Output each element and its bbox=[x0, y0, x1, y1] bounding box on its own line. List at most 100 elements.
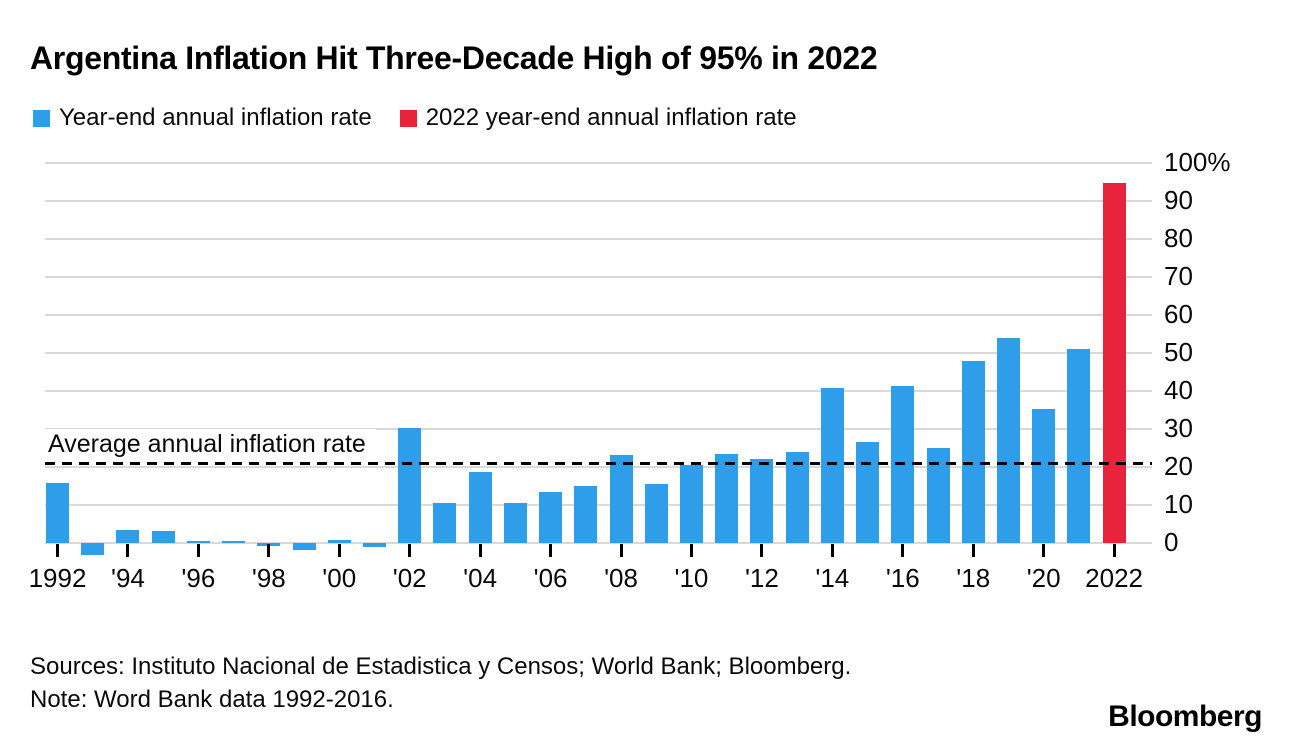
y-axis-label-90: 90 bbox=[1164, 185, 1193, 215]
legend: Year-end annual inflation rate 2022 year… bbox=[33, 104, 797, 132]
legend-item-red: 2022 year-end annual inflation rate bbox=[399, 104, 797, 132]
bar-2017 bbox=[926, 448, 950, 543]
bar-2022 bbox=[1102, 182, 1126, 543]
average-line bbox=[45, 461, 1152, 465]
legend-swatch-red bbox=[399, 109, 417, 127]
bar-2019 bbox=[996, 338, 1020, 543]
x-axis-label-2004: '04 bbox=[463, 563, 498, 593]
bar-2012 bbox=[750, 459, 774, 543]
x-tick-1992 bbox=[56, 544, 59, 557]
bar-1999 bbox=[292, 543, 316, 550]
gridline-80 bbox=[45, 238, 1152, 240]
x-axis-label-2002: '02 bbox=[392, 563, 427, 593]
x-tick-2018 bbox=[971, 544, 975, 557]
gridline-90 bbox=[45, 200, 1152, 202]
gridline-60 bbox=[45, 314, 1152, 316]
x-axis-label-2010: '10 bbox=[674, 563, 709, 593]
bar-2018 bbox=[961, 361, 985, 543]
bar-2010 bbox=[679, 465, 703, 543]
x-tick-2010 bbox=[689, 544, 693, 557]
bar-2002 bbox=[398, 427, 422, 543]
gridline-20 bbox=[45, 466, 1152, 468]
x-axis-label-2020: '20 bbox=[1026, 563, 1061, 593]
x-axis-label-2008: '08 bbox=[604, 563, 638, 593]
x-tick-2022 bbox=[1112, 544, 1116, 557]
x-axis-label-2000: '00 bbox=[322, 563, 357, 593]
bar-2014 bbox=[820, 388, 844, 543]
x-axis-label-2022: 2022 bbox=[1085, 563, 1144, 593]
x-axis-label-2016: '16 bbox=[885, 563, 920, 593]
gridline-70 bbox=[45, 276, 1152, 278]
gridline-50 bbox=[45, 352, 1152, 354]
average-annotation-label: Average annual inflation rate bbox=[45, 429, 376, 462]
x-tick-2002 bbox=[408, 544, 412, 557]
x-tick-2014 bbox=[830, 544, 834, 557]
x-axis-label-1998: '98 bbox=[251, 563, 286, 593]
bar-2015 bbox=[856, 442, 880, 543]
x-axis-label-2014: '14 bbox=[815, 563, 850, 593]
bar-2011 bbox=[715, 453, 739, 543]
y-axis-label-70: 70 bbox=[1164, 261, 1193, 291]
bar-2013 bbox=[785, 451, 809, 543]
x-axis-label-1992: 1992 bbox=[28, 563, 87, 593]
x-axis-label-2012: '12 bbox=[744, 563, 779, 593]
legend-label: 2022 year-end annual inflation rate bbox=[425, 104, 797, 131]
y-axis-label-80: 80 bbox=[1164, 223, 1193, 253]
x-axis-label-2006: '06 bbox=[533, 563, 568, 593]
y-axis-label-60: 60 bbox=[1164, 299, 1193, 329]
y-axis-label-40: 40 bbox=[1164, 375, 1193, 405]
bar-2005 bbox=[503, 503, 527, 543]
x-tick-2008 bbox=[619, 544, 623, 557]
gridline-10 bbox=[45, 504, 1152, 506]
bar-2016 bbox=[891, 386, 915, 543]
y-axis-label-30: 30 bbox=[1164, 413, 1193, 443]
bloomberg-logo: Bloomberg bbox=[1108, 700, 1262, 733]
x-tick-1996 bbox=[196, 544, 200, 557]
bar-2021 bbox=[1067, 348, 1091, 543]
bar-2020 bbox=[1032, 408, 1056, 543]
note-line: Note: Word Bank data 1992-2016. bbox=[30, 686, 394, 713]
bar-2007 bbox=[574, 486, 598, 543]
y-axis-label-100: 100% bbox=[1164, 147, 1231, 177]
x-tick-2006 bbox=[549, 544, 553, 557]
bar-1995 bbox=[151, 530, 175, 543]
x-axis-label-1994: '94 bbox=[110, 563, 145, 593]
y-axis-label-50: 50 bbox=[1164, 337, 1193, 367]
gridline-30 bbox=[45, 428, 1152, 430]
page-title: Argentina Inflation Hit Three-Decade Hig… bbox=[30, 40, 878, 76]
x-tick-2016 bbox=[901, 544, 905, 557]
bar-1994 bbox=[116, 530, 140, 543]
x-axis-label-1996: '96 bbox=[181, 563, 216, 593]
gridline-0 bbox=[45, 542, 1152, 544]
bar-2008 bbox=[609, 454, 633, 543]
x-tick-2012 bbox=[760, 544, 764, 557]
x-tick-2000 bbox=[337, 544, 341, 557]
bar-1997 bbox=[222, 541, 246, 543]
y-axis-label-20: 20 bbox=[1164, 451, 1193, 481]
bar-2009 bbox=[644, 484, 668, 543]
bar-2004 bbox=[468, 472, 492, 543]
bar-2000 bbox=[327, 539, 351, 543]
sources-line: Sources: Instituto Nacional de Estadisti… bbox=[30, 653, 852, 680]
legend-item-blue: Year-end annual inflation rate bbox=[33, 104, 372, 132]
bar-1996 bbox=[186, 541, 210, 543]
bar-2003 bbox=[433, 503, 457, 543]
legend-swatch-blue bbox=[33, 109, 50, 127]
x-tick-1998 bbox=[267, 544, 271, 557]
gridline-40 bbox=[45, 390, 1152, 392]
x-axis-label-2018: '18 bbox=[956, 563, 991, 593]
x-tick-1994 bbox=[126, 544, 130, 557]
x-tick-2020 bbox=[1042, 544, 1046, 557]
bar-1993 bbox=[81, 543, 105, 555]
bar-2001 bbox=[362, 543, 386, 548]
gridline-100 bbox=[45, 162, 1152, 164]
legend-label: Year-end annual inflation rate bbox=[59, 104, 372, 131]
y-axis-label-0: 0 bbox=[1164, 527, 1179, 557]
footer: Sources: Instituto Nacional de Estadisti… bbox=[30, 650, 851, 716]
bar-1992 bbox=[46, 483, 69, 543]
bar-2006 bbox=[539, 492, 563, 543]
x-tick-2004 bbox=[478, 544, 482, 557]
y-axis-label-10: 10 bbox=[1164, 489, 1193, 519]
